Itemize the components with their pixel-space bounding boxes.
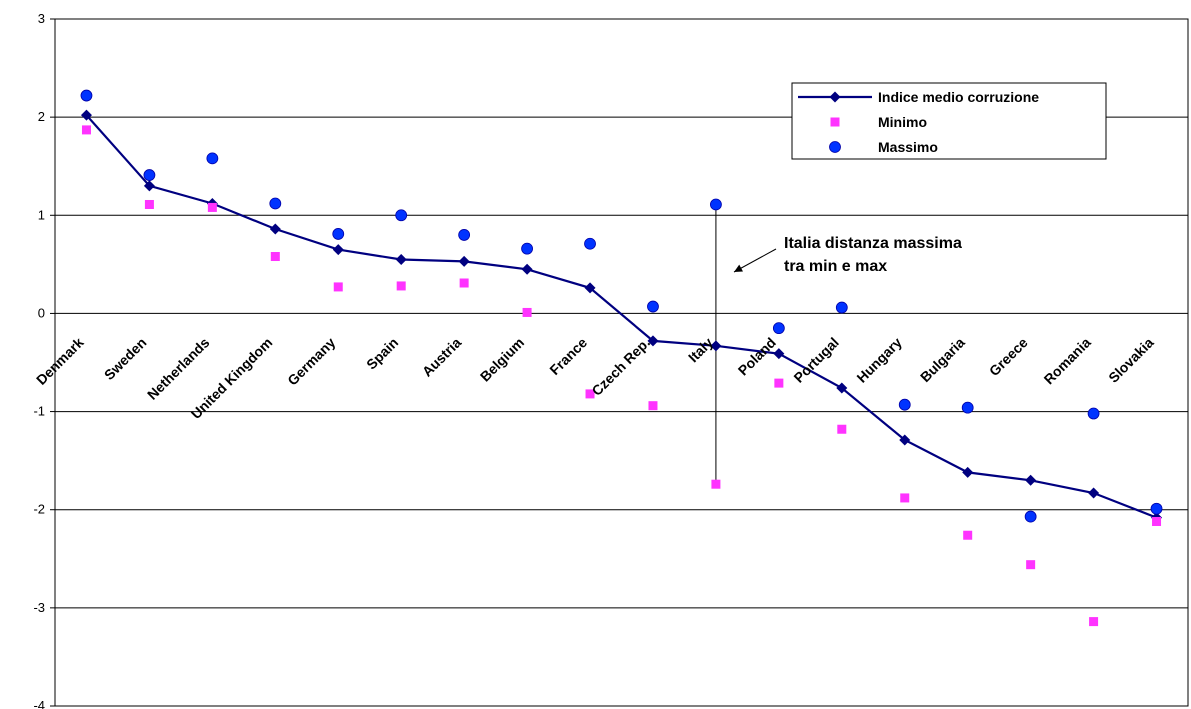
- y-tick-label: -1: [33, 404, 45, 419]
- annotation-text: Italia distanza massima: [784, 235, 962, 252]
- diamond-marker: [332, 244, 344, 256]
- circle-marker: [647, 300, 659, 313]
- legend: Indice medio corruzione Minimo Massimo: [791, 82, 1107, 160]
- annotation-arrowhead: [734, 264, 743, 272]
- diamond-marker: [647, 335, 659, 347]
- diamond-marker: [269, 223, 281, 235]
- square-marker: [396, 281, 406, 291]
- series-massimo: [80, 89, 1163, 523]
- y-tick-label: 3: [38, 11, 45, 26]
- square-marker: [963, 530, 973, 540]
- square-marker: [333, 282, 343, 292]
- diamond-marker: [521, 263, 533, 275]
- circle-marker: [206, 152, 219, 165]
- circle-marker: [584, 237, 596, 250]
- y-tick-label: 2: [38, 109, 45, 124]
- square-marker: [270, 252, 280, 262]
- square-marker: [1089, 617, 1099, 627]
- square-marker: [144, 199, 154, 209]
- legend-box: [791, 82, 1107, 160]
- circle-marker: [1087, 407, 1100, 420]
- square-marker: [81, 125, 91, 135]
- square-marker: [1152, 516, 1162, 526]
- diamond-marker: [584, 282, 596, 294]
- y-tick-label: -4: [33, 698, 45, 709]
- square-marker: [648, 401, 658, 411]
- diamond-marker: [143, 180, 155, 192]
- circle-marker: [521, 242, 533, 255]
- diamond-marker: [962, 466, 974, 478]
- circle-marker: [269, 197, 282, 210]
- circle-marker: [772, 322, 785, 335]
- diamond-marker: [773, 348, 785, 360]
- diamond-marker: [80, 109, 92, 121]
- circle-marker: [835, 301, 848, 314]
- series-minimo: [81, 125, 1162, 627]
- y-tick-label: 0: [38, 305, 45, 320]
- y-tick-label: -3: [33, 600, 45, 615]
- square-marker: [711, 479, 721, 489]
- square-marker: [837, 424, 847, 434]
- circle-marker: [1150, 502, 1163, 515]
- square-marker: [1026, 560, 1036, 570]
- legend-label: Indice medio corruzione: [878, 89, 1039, 105]
- circle-marker: [458, 229, 471, 241]
- diamond-marker: [836, 382, 848, 394]
- square-marker: [774, 378, 784, 388]
- legend-label: Minimo: [878, 114, 927, 130]
- circle-marker: [710, 198, 722, 211]
- annotation: Italia distanza massima tra min e max: [733, 235, 962, 275]
- legend-circle-swatch: [829, 141, 841, 153]
- diamond-marker: [1088, 487, 1100, 499]
- diamond-marker: [458, 255, 470, 267]
- circle-marker: [961, 401, 974, 414]
- y-tick-label: -2: [33, 502, 45, 517]
- diamond-marker: [395, 253, 407, 265]
- square-marker: [585, 389, 595, 399]
- legend-diamond-swatch: [829, 91, 841, 103]
- square-marker: [459, 278, 469, 288]
- series-indice-medio-corruzione: [80, 109, 1163, 524]
- series-line-path: [85, 114, 1157, 519]
- square-marker: [522, 307, 532, 317]
- legend-square-swatch: [830, 117, 840, 127]
- square-marker: [207, 202, 217, 212]
- square-marker: [900, 493, 910, 503]
- legend-label: Massimo: [878, 139, 938, 155]
- circle-marker: [80, 89, 93, 102]
- annotation-text: tra min e max: [784, 258, 887, 275]
- diamond-marker: [710, 340, 722, 352]
- circle-marker: [1024, 510, 1037, 523]
- circle-marker: [898, 398, 911, 411]
- circle-marker: [143, 169, 156, 181]
- y-tick-label: 1: [38, 207, 45, 222]
- y-axis-ticks: -4 -3 -2 -1 0 1 2 3: [33, 11, 55, 709]
- circle-marker: [332, 228, 345, 240]
- circle-marker: [395, 209, 408, 222]
- diamond-marker: [899, 434, 911, 446]
- diamond-marker: [1025, 474, 1037, 486]
